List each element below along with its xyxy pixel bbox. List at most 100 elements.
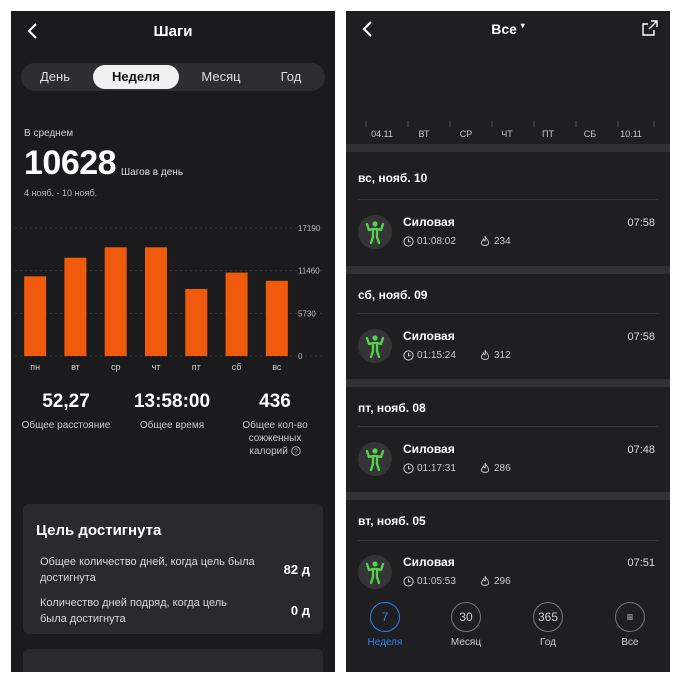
divider bbox=[346, 379, 670, 387]
tab-year[interactable]: Год bbox=[280, 69, 302, 84]
y-tick-label: 5730 bbox=[298, 309, 316, 318]
day-label: 10.11 bbox=[620, 129, 642, 139]
stat-distance: 52,27 Общее расстояние bbox=[21, 391, 111, 432]
divider bbox=[346, 144, 670, 152]
y-tick-label: 0 bbox=[298, 352, 303, 361]
day-header: сб, нояб. 09 bbox=[358, 288, 428, 302]
day-label: ПТ bbox=[542, 129, 554, 139]
average-value: 10628 bbox=[24, 144, 117, 182]
y-tick-label: 11460 bbox=[298, 267, 320, 276]
stat-time-value: 13:58:00 bbox=[133, 391, 211, 412]
day-header: вт, нояб. 05 bbox=[358, 514, 426, 528]
workout-item[interactable]: Силовая 07:58 01:15:24 312 bbox=[346, 325, 670, 375]
filter-dropdown[interactable]: Все ▾ bbox=[346, 21, 670, 37]
bar-вс[interactable] bbox=[265, 280, 288, 356]
strength-training-icon bbox=[358, 555, 392, 589]
flame-icon bbox=[480, 575, 489, 586]
bar-ср[interactable] bbox=[104, 247, 127, 356]
average-unit: Шагов в день bbox=[121, 167, 184, 178]
goal-total-row: Общее количество дней, когда цель была д… bbox=[40, 554, 310, 586]
day-label: ЧТ bbox=[501, 129, 513, 139]
workouts-header: Все ▾ bbox=[346, 11, 670, 51]
summary-stats: 52,27 Общее расстояние 13:58:00 Общее вр… bbox=[11, 391, 335, 481]
year-icon: 365 bbox=[533, 602, 563, 632]
divider bbox=[358, 313, 658, 314]
week-axis-labels: 04.11 ВТ СР ЧТ ПТ СБ 10.11 bbox=[346, 127, 670, 147]
chevron-left-icon[interactable] bbox=[23, 21, 43, 41]
workout-name: Силовая bbox=[403, 555, 455, 569]
goal-streak-value: 0 д bbox=[290, 603, 310, 618]
day-header: вс, нояб. 10 bbox=[358, 171, 428, 185]
x-tick-label: сб bbox=[232, 362, 242, 372]
y-tick-label: 17190 bbox=[298, 224, 321, 233]
bar-пн[interactable] bbox=[24, 276, 47, 356]
goal-streak-row: Количество дней подряд, когда цель была … bbox=[40, 595, 310, 627]
question-circle-icon[interactable]: ? bbox=[290, 446, 301, 457]
flame-icon bbox=[480, 235, 489, 246]
workout-time: 07:51 bbox=[627, 557, 655, 569]
x-tick-label: чт bbox=[152, 362, 161, 372]
strength-training-icon bbox=[358, 329, 392, 363]
stat-distance-label: Общее расстояние bbox=[21, 420, 111, 431]
workout-name: Силовая bbox=[403, 442, 455, 456]
bar-пт[interactable] bbox=[185, 288, 208, 356]
tab-year[interactable]: 365 Год bbox=[518, 602, 578, 648]
divider bbox=[346, 492, 670, 500]
week-axis-ticks bbox=[365, 121, 655, 127]
divider bbox=[358, 426, 658, 427]
tab-month[interactable]: Месяц bbox=[201, 69, 241, 84]
tab-week[interactable]: Неделя bbox=[93, 65, 179, 89]
day-label: СР bbox=[459, 129, 473, 139]
average-label: В среднем bbox=[24, 128, 74, 139]
menu-icon: ≡ bbox=[615, 602, 645, 632]
workout-calories: 296 bbox=[494, 576, 511, 587]
clock-icon bbox=[403, 576, 414, 587]
stat-time: 13:58:00 Общее время bbox=[127, 391, 217, 432]
x-tick-label: вс bbox=[272, 362, 282, 372]
week-icon: 7 bbox=[370, 602, 400, 632]
tab-day[interactable]: День bbox=[40, 69, 70, 84]
workout-item[interactable]: Силовая 07:48 01:17:31 286 bbox=[346, 438, 670, 488]
stat-calories-label: Общее кол-во сожженных калорий bbox=[242, 420, 308, 457]
x-tick-label: пт bbox=[192, 362, 201, 372]
tab-all[interactable]: ≡ Все bbox=[600, 602, 660, 648]
chevron-left-icon[interactable] bbox=[358, 19, 378, 39]
page-title: Шаги bbox=[153, 23, 193, 40]
filter-label: Все bbox=[491, 21, 517, 37]
tab-label: Год bbox=[540, 637, 556, 648]
tab-month[interactable]: 30 Месяц bbox=[436, 602, 496, 648]
chevron-down-icon: ▾ bbox=[520, 21, 525, 30]
tab-label: Неделя bbox=[367, 637, 403, 648]
clock-icon bbox=[403, 463, 414, 474]
goal-title: Цель достигнута bbox=[36, 522, 162, 539]
svg-text:?: ? bbox=[294, 449, 298, 456]
day-label: СБ bbox=[583, 129, 597, 139]
goal-total-label: Общее количество дней, когда цель была д… bbox=[40, 556, 255, 584]
workout-calories: 312 bbox=[494, 350, 511, 361]
goal-streak-label: Количество дней подряд, когда цель была … bbox=[40, 597, 227, 625]
bar-вт[interactable] bbox=[64, 257, 87, 356]
period-selector: День Неделя Месяц Год bbox=[21, 63, 325, 91]
tab-label: Все bbox=[621, 637, 639, 648]
workout-duration: 01:05:53 bbox=[417, 576, 456, 587]
workout-item[interactable]: Силовая 07:58 01:08:02 234 bbox=[346, 211, 670, 261]
stat-calories: 436 Общее кол-во сожженных калорий ? bbox=[233, 391, 317, 458]
bar-чт[interactable] bbox=[145, 247, 167, 356]
workout-time: 07:58 bbox=[627, 331, 655, 343]
x-tick-label: ср bbox=[111, 362, 121, 372]
workout-item[interactable]: Силовая 07:51 01:05:53 296 bbox=[346, 551, 670, 601]
bottom-tab-bar: 7 Неделя 30 Месяц 365 Год ≡ Все bbox=[346, 602, 670, 672]
day-label: ВТ bbox=[418, 129, 430, 139]
strength-training-icon bbox=[358, 442, 392, 476]
bar-сб[interactable] bbox=[225, 272, 248, 356]
tab-week[interactable]: 7 Неделя bbox=[355, 602, 415, 648]
workout-duration: 01:08:02 bbox=[417, 236, 456, 247]
workout-duration: 01:15:24 bbox=[417, 350, 456, 361]
workout-time: 07:48 bbox=[627, 444, 655, 456]
x-tick-label: вт bbox=[71, 362, 80, 372]
steps-bar-chart: 17190 11460 5730 0 пн вт ср чт пт сб вс bbox=[15, 224, 323, 372]
divider bbox=[358, 199, 658, 200]
clock-icon bbox=[403, 236, 414, 247]
share-icon[interactable] bbox=[642, 20, 658, 36]
stat-time-label: Общее время bbox=[139, 420, 205, 431]
